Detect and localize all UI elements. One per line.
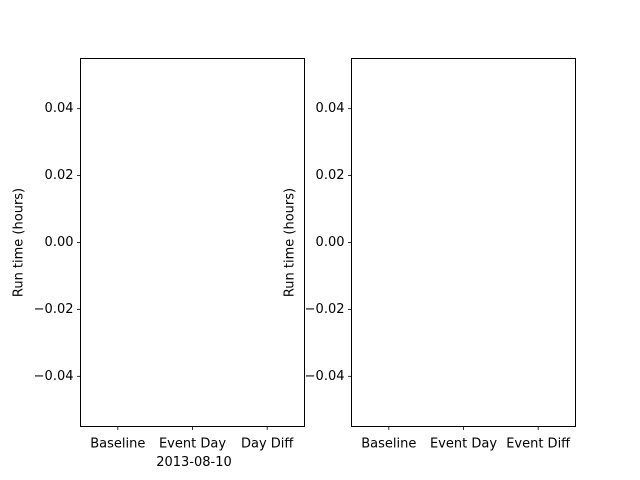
chart-right-y-ticks: −0.04 −0.02 0.00 0.02 0.04 [305, 101, 352, 384]
chart-left-y-ticks: −0.04 −0.02 0.00 0.02 0.04 [34, 101, 81, 384]
x-tick-label: Baseline [361, 437, 416, 452]
y-tick-label: −0.02 [34, 302, 74, 317]
y-tick-label: −0.04 [305, 369, 345, 384]
x-tick-label: Day Diff [241, 437, 294, 452]
chart-right-y-axis-label: Run time (hours) [283, 188, 298, 297]
x-tick-label: Event Diff [506, 437, 571, 452]
chart-left-axes-frame [80, 58, 305, 427]
x-tick-label: Event Day [159, 437, 226, 452]
chart-left-x-axis-label: 2013-08-10 [156, 455, 232, 470]
chart-right-x-ticks: Baseline Event Day Event Diff [361, 426, 571, 452]
y-tick-label: −0.04 [34, 369, 74, 384]
chart-left-y-axis-label: Run time (hours) [12, 188, 27, 297]
y-tick-label: 0.00 [316, 235, 345, 250]
chart-right-axes-frame [351, 58, 576, 427]
y-tick-label: 0.04 [45, 101, 74, 116]
chart-left-x-ticks: Baseline Event Day Day Diff [90, 426, 294, 452]
x-tick-label: Baseline [90, 437, 145, 452]
chart-right: −0.04 −0.02 0.00 0.02 0.04 Baseline Event Day… [283, 58, 576, 452]
y-tick-label: 0.02 [45, 168, 74, 183]
y-tick-label: −0.02 [305, 302, 345, 317]
y-tick-label: 0.04 [316, 101, 345, 116]
y-tick-label: 0.02 [316, 168, 345, 183]
x-tick-label: Event Day [430, 437, 497, 452]
y-tick-label: 0.00 [45, 235, 74, 250]
chart-left: −0.04 −0.02 0.00 0.02 0.04 Baseline Event Day… [12, 58, 305, 470]
